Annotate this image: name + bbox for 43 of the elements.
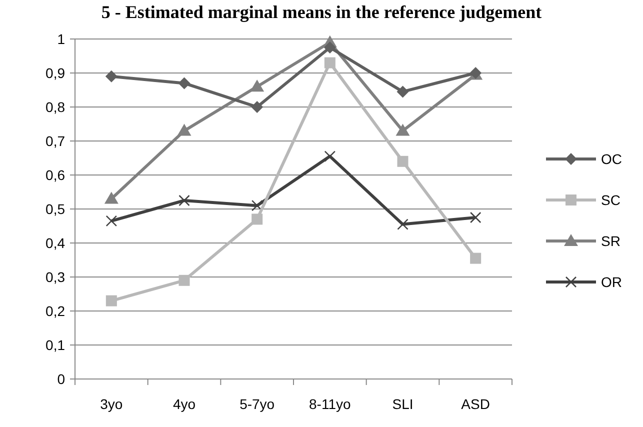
point: [470, 212, 482, 224]
point: [251, 101, 264, 113]
point: [252, 214, 263, 225]
y-tick-label: 0,5: [46, 200, 66, 217]
point: [470, 252, 482, 264]
point: [177, 124, 192, 136]
point: [251, 200, 263, 212]
y-tick-label: 0,9: [46, 64, 66, 81]
point: [324, 150, 336, 162]
y-tick-label: 0,3: [46, 268, 66, 285]
point: [324, 42, 336, 54]
chart-title: 5 - Estimated marginal means in the reference judgement: [101, 2, 542, 22]
x-tick-label: SLI: [392, 396, 414, 412]
point: [397, 218, 408, 230]
y-tick-label: 0,8: [46, 98, 66, 115]
point: [178, 77, 190, 90]
point: [178, 274, 190, 286]
x-tick-label: 3yo: [100, 396, 123, 412]
y-tick-label: 0,1: [46, 336, 66, 353]
legend-label: OR: [601, 274, 622, 290]
legend-label: SR: [601, 232, 620, 249]
y-tick-label: 0,2: [46, 302, 66, 319]
x-tick-label: ASD: [461, 396, 490, 412]
point: [106, 215, 118, 227]
point: [397, 156, 408, 167]
point: [396, 124, 410, 136]
point: [106, 295, 117, 306]
point: [250, 80, 264, 92]
point: [104, 192, 118, 204]
point: [324, 57, 336, 68]
y-tick-label: 0: [57, 370, 66, 387]
point: [178, 194, 190, 206]
x-tick-label: 8-11yo: [309, 396, 352, 412]
y-tick-label: 1: [57, 30, 66, 47]
x-tick-label: 4yo: [172, 396, 196, 412]
point: [105, 70, 118, 82]
y-tick-label: 0,7: [46, 132, 66, 149]
y-tick-label: 0,6: [46, 166, 66, 183]
x-tick-label: 5-7yo: [240, 396, 275, 412]
legend-label: OC: [601, 150, 622, 167]
point: [396, 86, 409, 98]
legend-label: SC: [601, 192, 620, 208]
y-tick-label: 0,4: [46, 234, 66, 251]
